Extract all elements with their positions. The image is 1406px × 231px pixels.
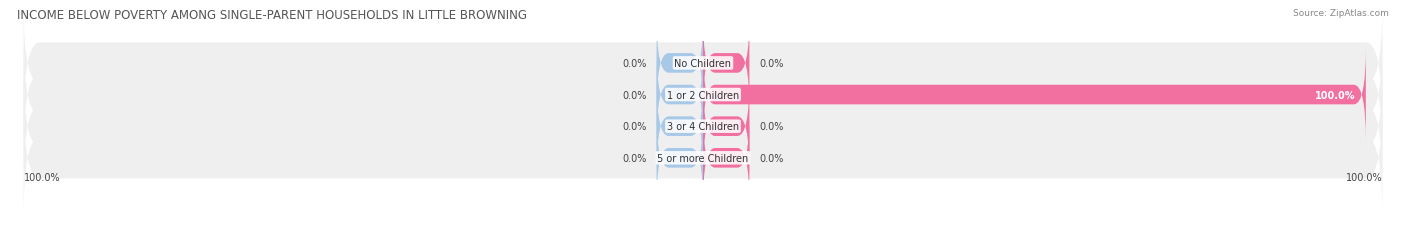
Text: 0.0%: 0.0%	[759, 153, 783, 163]
FancyBboxPatch shape	[24, 100, 1382, 216]
FancyBboxPatch shape	[703, 80, 749, 173]
Text: 0.0%: 0.0%	[759, 122, 783, 132]
FancyBboxPatch shape	[657, 80, 703, 173]
Legend: Single Father, Single Mother: Single Father, Single Mother	[609, 229, 797, 231]
FancyBboxPatch shape	[703, 17, 749, 111]
FancyBboxPatch shape	[24, 37, 1382, 153]
FancyBboxPatch shape	[24, 5, 1382, 122]
Text: 100.0%: 100.0%	[24, 173, 60, 183]
FancyBboxPatch shape	[703, 111, 749, 205]
Text: 100.0%: 100.0%	[1316, 90, 1355, 100]
Text: 100.0%: 100.0%	[1346, 173, 1382, 183]
Text: 0.0%: 0.0%	[623, 122, 647, 132]
FancyBboxPatch shape	[657, 17, 703, 111]
FancyBboxPatch shape	[657, 111, 703, 205]
Text: INCOME BELOW POVERTY AMONG SINGLE-PARENT HOUSEHOLDS IN LITTLE BROWNING: INCOME BELOW POVERTY AMONG SINGLE-PARENT…	[17, 9, 527, 22]
Text: 1 or 2 Children: 1 or 2 Children	[666, 90, 740, 100]
Text: 5 or more Children: 5 or more Children	[658, 153, 748, 163]
Text: 0.0%: 0.0%	[623, 59, 647, 69]
FancyBboxPatch shape	[24, 68, 1382, 185]
Text: 0.0%: 0.0%	[759, 59, 783, 69]
Text: 0.0%: 0.0%	[623, 90, 647, 100]
FancyBboxPatch shape	[657, 48, 703, 142]
FancyBboxPatch shape	[703, 48, 1365, 142]
Text: Source: ZipAtlas.com: Source: ZipAtlas.com	[1294, 9, 1389, 18]
Text: No Children: No Children	[675, 59, 731, 69]
Text: 3 or 4 Children: 3 or 4 Children	[666, 122, 740, 132]
Text: 0.0%: 0.0%	[623, 153, 647, 163]
